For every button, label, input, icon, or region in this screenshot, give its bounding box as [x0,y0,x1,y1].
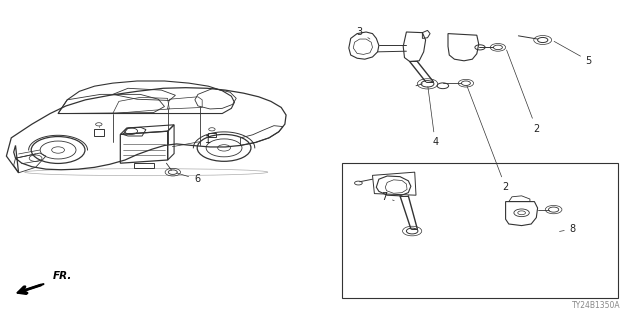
Text: 1: 1 [172,135,211,147]
Text: 4: 4 [428,87,438,148]
Text: 7: 7 [381,192,394,202]
Text: 2: 2 [467,86,509,192]
Text: 8: 8 [559,224,576,234]
Text: 3: 3 [356,27,370,39]
Text: TY24B1350A: TY24B1350A [572,301,621,310]
Bar [208,132,216,137]
Text: 5: 5 [554,41,592,66]
Text: 2: 2 [507,50,540,134]
Bar [342,163,618,298]
Text: 6: 6 [177,173,200,184]
Text: FR.: FR. [52,271,72,281]
Bar [93,129,104,136]
